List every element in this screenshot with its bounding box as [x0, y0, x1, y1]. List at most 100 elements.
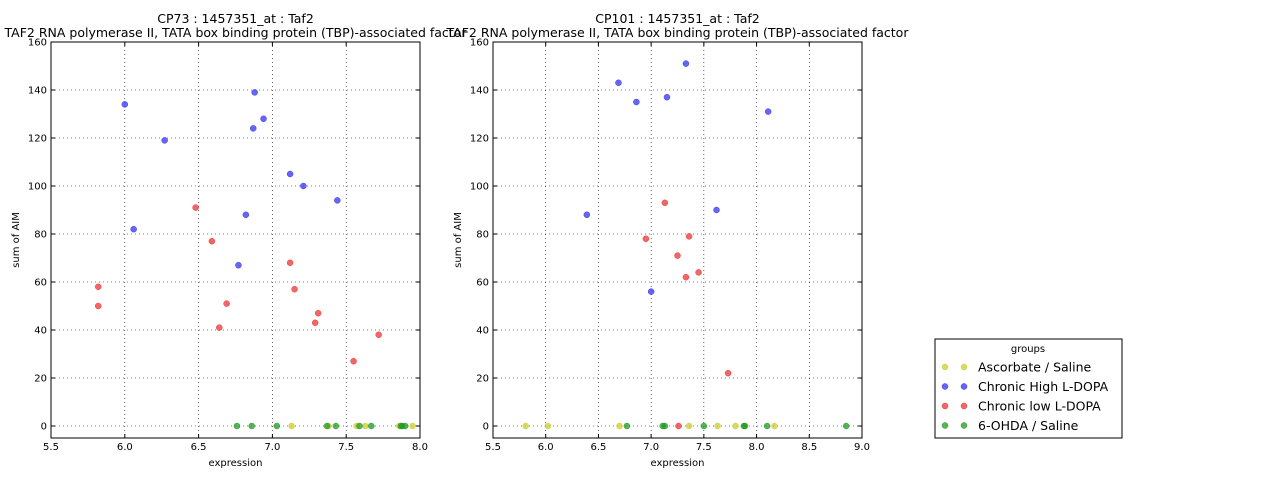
data-point — [350, 357, 357, 365]
data-point — [401, 422, 409, 430]
x-tick-label: 6.0 — [538, 442, 554, 453]
legend-marker — [941, 363, 949, 371]
y-tick-label: 160 — [28, 38, 47, 49]
data-point — [685, 233, 693, 240]
data-point — [642, 235, 650, 243]
legend-item: Chronic High L-DOPA — [941, 379, 1109, 394]
data-point — [695, 269, 702, 276]
y-tick-label: 0 — [41, 422, 47, 433]
data-point — [583, 211, 591, 219]
data-point — [685, 422, 693, 430]
legend-item-label: Chronic High L-DOPA — [978, 379, 1109, 394]
x-tick-label: 5.5 — [485, 442, 501, 453]
data-point — [273, 422, 281, 430]
data-point — [623, 422, 631, 430]
x-tick-label: 7.0 — [264, 442, 280, 453]
chart-title: CP101 : 1457351_at : Taf2 — [595, 11, 760, 26]
legend-marker — [960, 422, 968, 429]
series-3 — [642, 199, 732, 430]
series-4 — [233, 422, 409, 430]
data-point — [842, 422, 850, 430]
y-tick-label: 120 — [470, 134, 489, 145]
data-point — [409, 422, 416, 430]
data-point — [314, 309, 322, 317]
data-point — [647, 288, 655, 295]
legend-item-label: 6-OHDA / Saline — [978, 418, 1079, 433]
data-point — [161, 137, 168, 144]
data-point — [700, 422, 708, 430]
data-point — [713, 206, 720, 214]
data-point — [249, 125, 257, 132]
data-point — [771, 422, 778, 430]
x-tick-label: 7.5 — [696, 442, 712, 453]
plot-frame — [492, 41, 863, 439]
y-tick-label: 20 — [476, 374, 489, 385]
data-point — [332, 422, 340, 430]
data-point — [362, 422, 369, 430]
data-point — [291, 285, 298, 293]
data-point — [741, 422, 749, 430]
x-tick-label: 9.0 — [854, 442, 870, 453]
y-tick-label: 60 — [34, 278, 47, 289]
data-point — [288, 422, 295, 430]
x-tick-label: 8.0 — [749, 442, 765, 453]
legend: groups Ascorbate / Saline Chronic High L-… — [934, 338, 1123, 439]
data-point — [522, 422, 529, 430]
data-point — [235, 261, 242, 269]
data-point — [675, 422, 682, 430]
data-point — [616, 422, 623, 430]
data-point — [714, 422, 721, 430]
y-tick-label: 100 — [28, 182, 47, 193]
y-tick-label: 40 — [34, 326, 47, 337]
data-point — [663, 93, 671, 101]
x-tick-label: 6.5 — [590, 442, 606, 453]
chart-subtitle: TAF2 RNA polymerase II, TATA box binding… — [4, 25, 468, 40]
data-point — [208, 237, 216, 245]
chart-subtitle: TAF2 RNA polymerase II, TATA box binding… — [446, 25, 910, 40]
x-tick-label: 5.5 — [43, 442, 59, 453]
data-point — [311, 319, 319, 327]
data-point — [615, 79, 622, 87]
legend-item: Chronic low L-DOPA — [941, 399, 1101, 414]
legend-item-label: Ascorbate / Saline — [978, 360, 1092, 375]
x-tick-label: 7.0 — [643, 442, 659, 453]
data-point — [368, 422, 375, 430]
data-point — [544, 422, 552, 430]
data-point — [223, 300, 230, 307]
series-2 — [121, 89, 341, 269]
x-tick-label: 8.0 — [412, 442, 428, 453]
data-point — [216, 324, 223, 331]
data-point — [121, 101, 129, 108]
legend-title: groups — [1011, 344, 1045, 355]
data-point — [130, 225, 137, 233]
data-point — [260, 115, 267, 123]
legend-item-label: Chronic low L-DOPA — [978, 399, 1101, 414]
series-4 — [623, 422, 850, 430]
y-tick-label: 160 — [470, 38, 489, 49]
chart-panel-2: 5.5 6.0 6.5 7.0 7.5 8.0 8.5 9.0 0 20 40 60 80 100 120 1… — [446, 11, 910, 469]
data-point — [674, 252, 681, 259]
series-2 — [583, 60, 772, 295]
charts-container: 5.5 6.0 6.5 7.0 7.5 8.0 0 20 40 60 80 100 120 140 160 e… — [4, 11, 910, 469]
data-point — [94, 283, 102, 291]
data-point — [334, 197, 341, 204]
legend-marker — [960, 383, 968, 390]
data-point — [661, 422, 669, 430]
data-point — [661, 199, 669, 207]
data-point — [682, 273, 690, 281]
y-tick-label: 80 — [34, 230, 47, 241]
data-point — [251, 89, 258, 96]
legend-marker — [941, 402, 949, 410]
data-point — [375, 331, 382, 339]
y-tick-label: 20 — [34, 374, 47, 385]
y-tick-label: 140 — [28, 86, 47, 97]
data-point — [764, 108, 772, 115]
data-point — [286, 259, 294, 267]
y-axis-label: sum of AIM — [11, 212, 22, 268]
data-point — [732, 422, 739, 430]
y-tick-label: 100 — [470, 182, 489, 193]
x-tick-label: 7.5 — [338, 442, 354, 453]
data-point — [356, 422, 363, 430]
data-point — [724, 369, 732, 377]
